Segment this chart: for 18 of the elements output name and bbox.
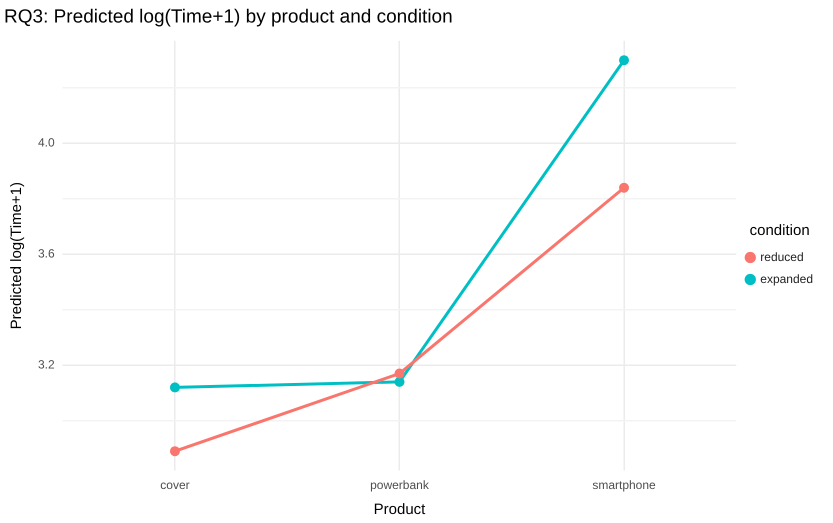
point — [619, 55, 630, 66]
chart-title: RQ3: Predicted log(Time+1) by product and condition — [4, 6, 453, 28]
point — [619, 182, 630, 193]
y-tick-label: 3.6 — [38, 246, 55, 261]
x-axis-title: Product — [374, 501, 426, 518]
point — [170, 446, 180, 456]
point — [394, 368, 404, 379]
y-tick-label: 3.2 — [38, 358, 55, 372]
legend-label: reduced — [760, 250, 804, 264]
legend-title: condition — [750, 222, 810, 240]
legend-label: expanded — [760, 272, 813, 286]
x-tick-label: powerbank — [370, 478, 430, 492]
y-tick-label: 4.0 — [38, 136, 55, 150]
point — [394, 376, 404, 387]
point — [170, 382, 180, 392]
x-tick-label: cover — [160, 478, 190, 492]
y-axis-title: Predicted log(Time+1) — [8, 182, 26, 330]
x-tick-label: smartphone — [592, 478, 656, 492]
